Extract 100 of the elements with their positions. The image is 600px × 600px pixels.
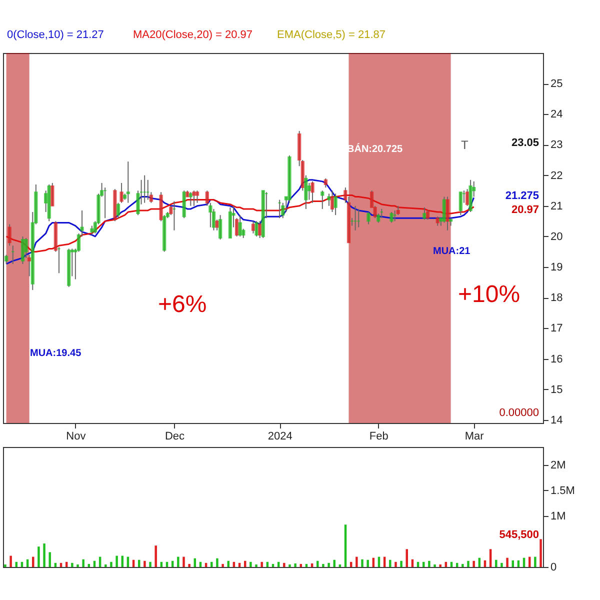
y-tick-label: 21 xyxy=(550,200,563,212)
annotation: +10% xyxy=(458,281,520,308)
candlestick xyxy=(20,236,25,264)
y-tick-label: 17 xyxy=(550,322,563,335)
x-tick-label: Dec xyxy=(164,430,185,442)
bar xyxy=(177,556,180,567)
y-tick-label: 0 xyxy=(550,562,557,574)
annotation: 21.275 xyxy=(505,190,539,202)
bar xyxy=(82,559,84,567)
annotation: 0.00000 xyxy=(499,407,539,419)
bar xyxy=(540,539,542,567)
bar xyxy=(110,562,112,567)
candlestick xyxy=(192,190,196,206)
candlestick xyxy=(116,202,120,219)
annotation: +6% xyxy=(158,291,207,318)
x-tick-label: Feb xyxy=(369,430,388,442)
candlestick xyxy=(195,190,200,204)
text: EMA(Close,5) = 21.87 xyxy=(277,29,386,41)
candlestick xyxy=(215,219,219,231)
bar xyxy=(462,564,464,567)
annotation: 20.97 xyxy=(511,204,539,216)
candlestick xyxy=(281,202,285,219)
annotation: BÁN:20.725 xyxy=(347,143,404,155)
bar xyxy=(406,549,408,567)
bar xyxy=(48,552,51,567)
x-tick-label: 2024 xyxy=(268,430,292,442)
y-tick-label: 2M xyxy=(550,459,566,472)
bar xyxy=(283,562,286,567)
y-tick-label: 19 xyxy=(550,262,563,274)
bar xyxy=(154,546,157,567)
y-tick-label: 23 xyxy=(550,139,563,152)
candlestick xyxy=(458,192,462,216)
candlestick xyxy=(50,182,54,206)
annotation: 23.05 xyxy=(511,137,539,149)
bar xyxy=(322,564,324,567)
candlestick xyxy=(254,220,258,237)
bar xyxy=(222,564,224,567)
line-series xyxy=(6,179,475,265)
bar xyxy=(472,560,475,567)
bar xyxy=(4,564,6,567)
y-tick-label: 20 xyxy=(550,230,563,243)
candlestick xyxy=(334,193,338,216)
y-tick-label: 16 xyxy=(550,353,563,366)
bar xyxy=(400,560,402,567)
bar xyxy=(428,560,430,567)
bar xyxy=(328,562,330,567)
bar xyxy=(104,564,107,567)
candlestick xyxy=(310,180,314,204)
bar xyxy=(255,564,258,567)
bar xyxy=(500,562,503,567)
bar xyxy=(10,556,12,567)
text: MA20(Close,20) = 20.97 xyxy=(133,29,253,41)
candlestick xyxy=(366,212,370,225)
candlestick xyxy=(327,193,331,206)
candlestick xyxy=(251,220,256,234)
x-tick-label: Nov xyxy=(66,430,86,442)
candlestick xyxy=(324,178,328,188)
bar xyxy=(495,560,498,567)
candlestick xyxy=(436,216,440,226)
candlestick xyxy=(426,210,430,220)
candlestick xyxy=(90,225,94,236)
y-tick-label: 1.5M xyxy=(550,484,575,497)
bar xyxy=(260,562,263,567)
bar xyxy=(534,556,536,567)
candlestick xyxy=(188,192,192,206)
candlestick xyxy=(4,254,8,264)
annotation: 545,500 xyxy=(499,529,539,541)
y-tick-label: 22 xyxy=(550,170,563,182)
candlestick xyxy=(24,238,28,258)
candlestick xyxy=(120,182,124,204)
y-tick-label: 1M xyxy=(550,510,566,522)
bar xyxy=(38,546,40,567)
bar xyxy=(434,564,436,567)
bar xyxy=(250,562,252,567)
bar xyxy=(144,560,146,567)
bar xyxy=(43,544,46,567)
bar xyxy=(439,564,442,567)
candlestick xyxy=(446,196,450,231)
candlestick xyxy=(126,161,130,204)
candlestick xyxy=(422,206,426,220)
bar xyxy=(489,549,492,567)
bar xyxy=(389,560,392,567)
y-tick-label: 18 xyxy=(550,292,563,304)
candlestick xyxy=(8,224,12,246)
bar xyxy=(294,563,296,567)
bar xyxy=(216,558,218,567)
bar xyxy=(116,556,118,567)
bar xyxy=(361,559,364,567)
candlestick xyxy=(390,212,394,224)
bar xyxy=(467,560,470,567)
bar xyxy=(394,562,397,567)
bar xyxy=(76,564,79,567)
candlestick xyxy=(238,214,242,237)
bar xyxy=(188,564,190,567)
bar xyxy=(366,560,369,567)
candlestick xyxy=(218,214,222,240)
candlestick xyxy=(320,190,324,210)
bar xyxy=(210,562,213,567)
text: 0(Close,10) = 21.27 xyxy=(7,29,104,41)
bar xyxy=(288,564,291,567)
